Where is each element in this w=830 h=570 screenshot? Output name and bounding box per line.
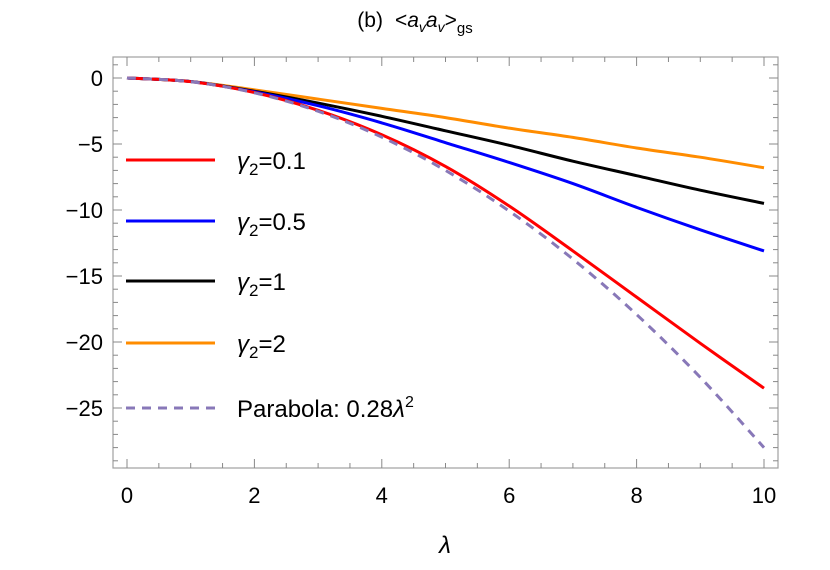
legend-label: γ2=0.5 [237,209,306,240]
legend-item: γ2=0.5 [126,209,306,240]
y-tick-label: −20 [66,330,103,355]
series-line-2 [126,76,765,205]
legend-label: γ2=1 [237,269,286,300]
x-tick-label: 2 [248,483,260,508]
y-tick-label: −25 [66,396,103,421]
legend-label: Parabola: 0.28λ2 [237,394,414,423]
legend-item: Parabola: 0.28λ2 [126,394,414,423]
legend-label: γ2=0.1 [237,148,306,179]
x-tick-label: 8 [630,483,642,508]
chart-title: (b) <avav>gs [357,9,472,37]
x-tick-label: 4 [376,483,388,508]
series-line-3 [126,76,765,170]
y-tick-label: −10 [66,198,103,223]
legend-item: γ2=0.1 [126,148,306,179]
x-tick-label: 0 [121,483,133,508]
legend-label: γ2=2 [237,331,286,362]
legend-item: γ2=2 [126,331,286,362]
series-line-1 [126,76,765,253]
series-line-4 [126,76,766,449]
x-axis-label: λ [437,532,451,559]
y-tick-label: 0 [91,66,103,91]
y-tick-label: −5 [78,132,103,157]
series-line-0 [126,76,765,390]
x-tick-label: 6 [503,483,515,508]
legend-item: γ2=1 [126,269,286,300]
x-tick-label: 10 [752,483,776,508]
y-tick-label: −15 [66,264,103,289]
